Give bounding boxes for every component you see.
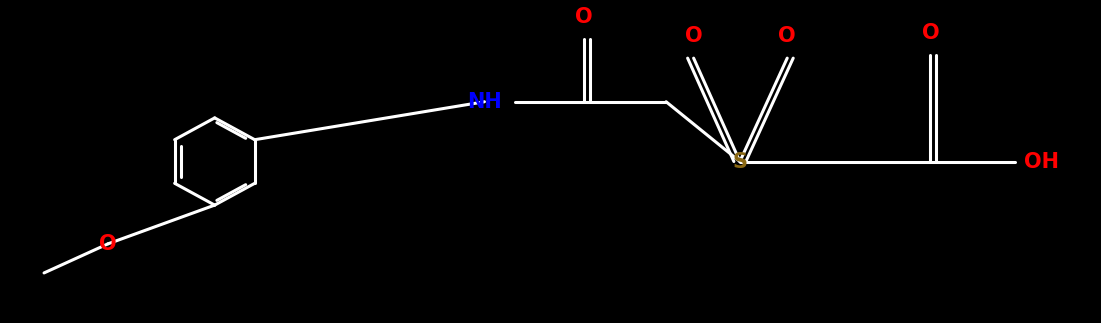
Text: OH: OH <box>1024 151 1059 172</box>
Text: S: S <box>732 151 748 172</box>
Text: O: O <box>685 26 702 46</box>
Text: O: O <box>99 234 117 254</box>
Text: O: O <box>778 26 796 46</box>
Text: O: O <box>575 7 592 27</box>
Text: O: O <box>922 23 939 43</box>
Text: NH: NH <box>467 92 502 112</box>
